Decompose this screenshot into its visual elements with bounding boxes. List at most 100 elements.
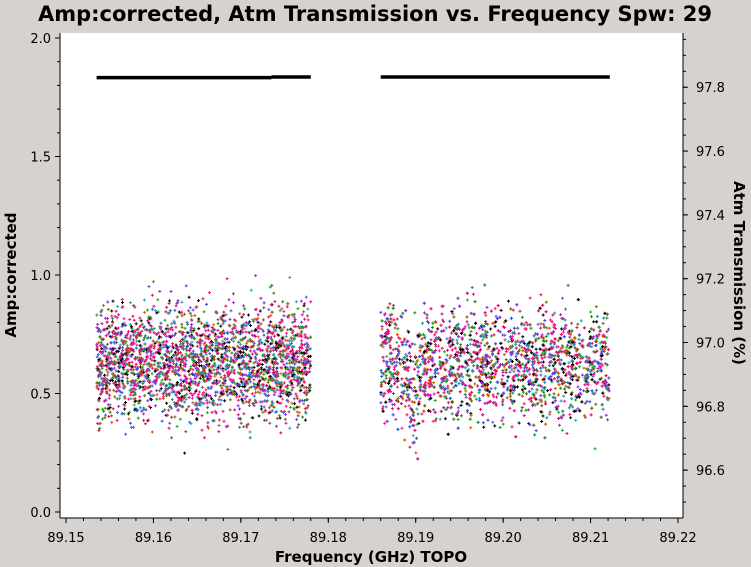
amp-point — [244, 400, 248, 404]
amp-point — [117, 382, 121, 386]
amp-point — [242, 355, 246, 359]
amp-point — [153, 309, 157, 312]
amp-point — [246, 345, 250, 349]
amplitude-scatter-layer — [95, 274, 611, 461]
amp-point — [229, 359, 232, 363]
amp-point — [241, 330, 245, 334]
amp-point — [170, 334, 174, 338]
amp-point — [214, 411, 218, 415]
amp-point — [185, 387, 188, 390]
amp-point — [133, 393, 137, 396]
amp-point — [172, 319, 176, 323]
amp-point — [132, 333, 136, 337]
amp-point — [304, 389, 308, 393]
amp-point — [250, 352, 254, 356]
amp-point — [219, 402, 223, 406]
amp-point — [288, 426, 292, 430]
amp-point — [190, 396, 194, 400]
amp-point — [296, 355, 300, 359]
amp-point — [244, 330, 248, 334]
amp-point — [120, 325, 124, 329]
amp-point — [296, 383, 300, 387]
amp-point — [147, 391, 151, 395]
amp-point — [132, 349, 136, 353]
amp-point — [304, 392, 308, 396]
amp-point — [197, 319, 201, 323]
amp-point — [244, 373, 248, 377]
amp-point — [242, 412, 246, 416]
amp-point — [133, 305, 137, 309]
amp-point — [184, 409, 188, 413]
amp-point — [250, 333, 254, 337]
amp-point — [228, 324, 232, 328]
amp-point — [113, 314, 117, 318]
amp-point — [112, 381, 116, 385]
amp-point — [110, 420, 114, 424]
amp-point — [128, 388, 132, 392]
amp-point — [260, 341, 264, 345]
amp-point — [235, 383, 239, 387]
amp-point — [280, 318, 284, 322]
amp-point — [231, 346, 235, 350]
amp-point — [205, 321, 209, 325]
amp-point — [274, 380, 278, 384]
amp-point — [164, 310, 168, 314]
amp-point — [171, 359, 175, 363]
amp-point — [286, 384, 290, 387]
amp-point — [288, 276, 292, 279]
amp-point — [107, 351, 111, 355]
amp-point — [216, 403, 220, 407]
amp-point — [277, 414, 281, 418]
amp-point — [279, 431, 283, 435]
amp-point — [170, 349, 173, 353]
amp-point — [114, 383, 118, 387]
amp-point — [282, 309, 286, 313]
amp-point — [269, 342, 273, 346]
amp-point — [196, 373, 200, 377]
amp-point — [175, 425, 179, 428]
amp-point — [202, 364, 206, 368]
amp-point — [176, 373, 180, 377]
amp-point — [306, 314, 309, 318]
amp-point — [262, 306, 266, 310]
amp-point — [204, 351, 208, 354]
amp-point — [175, 315, 179, 319]
amp-point — [242, 327, 246, 330]
amp-point — [278, 416, 282, 420]
amp-point — [240, 399, 244, 403]
amp-point — [261, 318, 265, 322]
amp-point — [201, 297, 205, 301]
amp-point — [236, 413, 240, 417]
amp-point — [198, 390, 201, 394]
amp-point — [185, 392, 189, 396]
amp-point — [165, 401, 169, 405]
amp-point — [298, 349, 302, 353]
amp-point — [141, 322, 144, 326]
amp-point — [219, 375, 223, 379]
amp-point — [218, 395, 222, 399]
amp-point — [170, 398, 174, 402]
amp-point — [262, 372, 266, 376]
amp-point — [300, 343, 304, 347]
amp-point — [147, 405, 151, 409]
amp-point — [189, 391, 193, 395]
amp-point — [124, 334, 128, 337]
amp-point — [185, 349, 189, 352]
amp-point — [295, 349, 299, 353]
amp-point — [275, 384, 279, 388]
amp-point — [184, 359, 188, 363]
amp-point — [148, 381, 151, 384]
amp-point — [267, 308, 271, 312]
amp-point — [217, 418, 221, 422]
amp-point — [145, 372, 149, 376]
amp-point — [175, 371, 179, 375]
amp-point — [153, 341, 157, 345]
amp-point — [260, 328, 264, 332]
amp-point — [306, 318, 310, 322]
amp-point — [243, 397, 247, 401]
amp-point — [300, 320, 303, 324]
amp-point — [260, 400, 264, 404]
amp-point — [240, 391, 244, 395]
amp-point — [226, 447, 230, 451]
amp-point — [162, 373, 166, 377]
